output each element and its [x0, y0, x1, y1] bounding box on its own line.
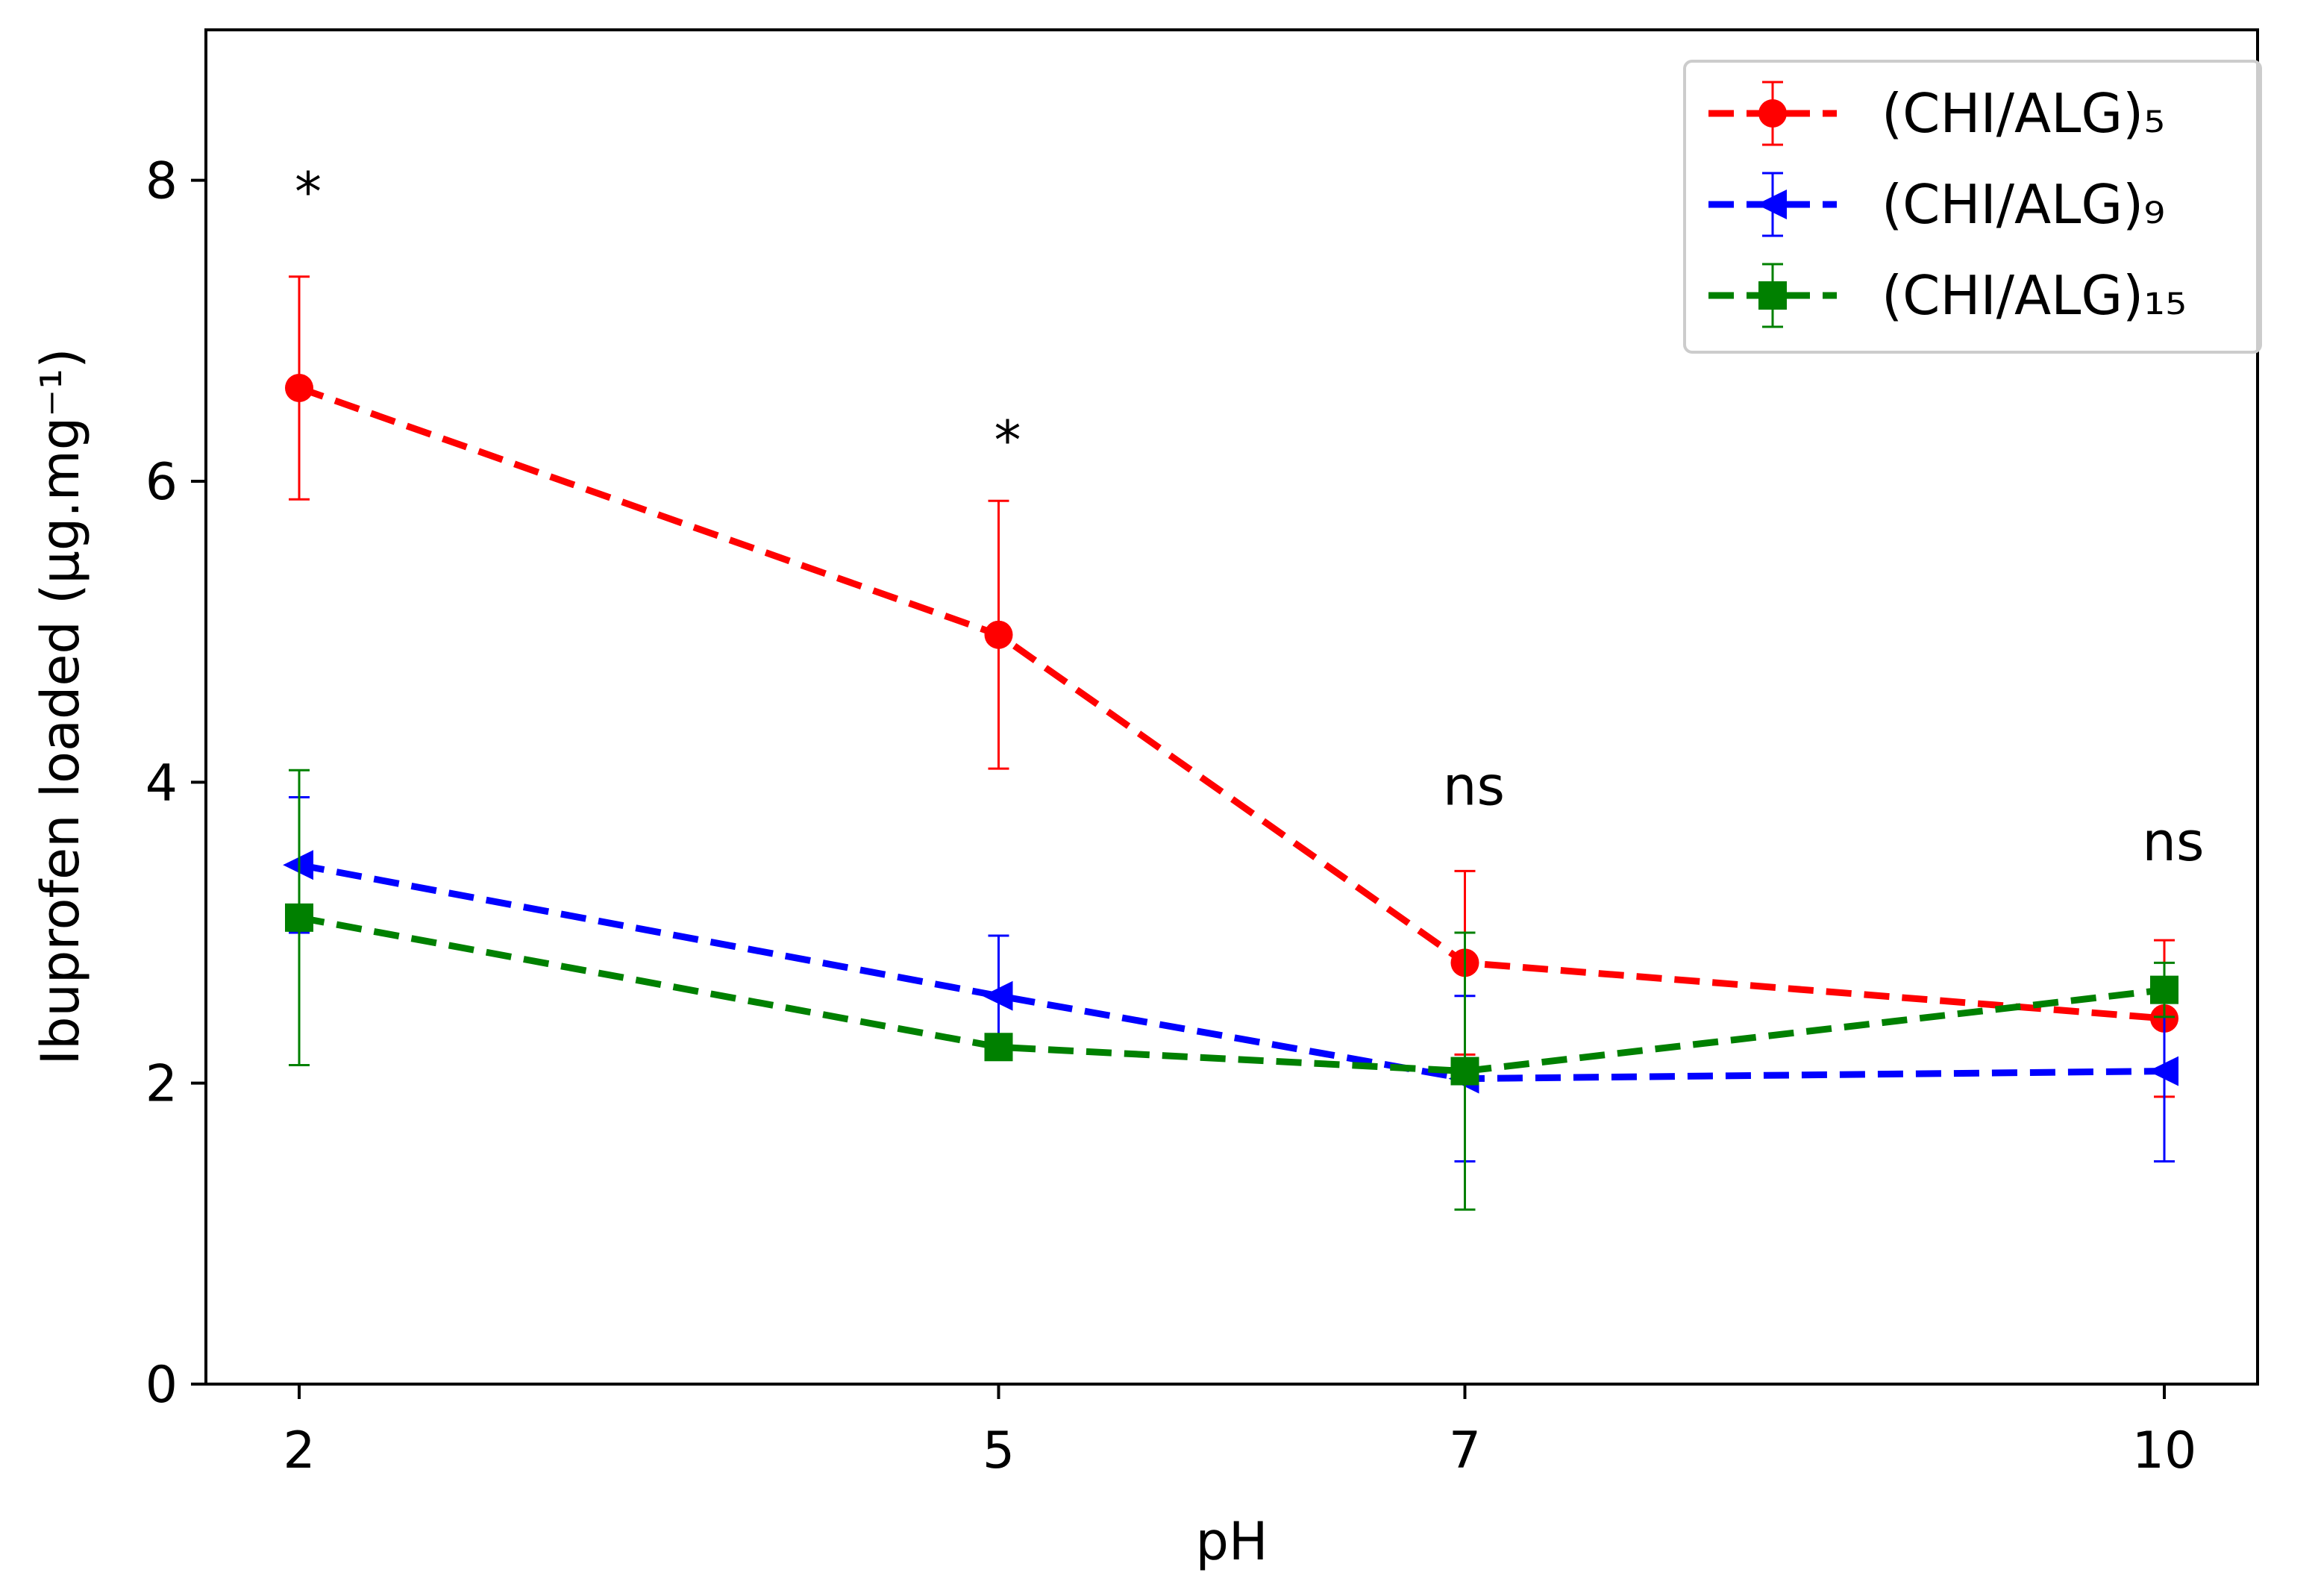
y-axis-label: Ibuprofen loaded (μg.mg⁻¹) — [30, 348, 91, 1065]
data-point — [982, 980, 1013, 1011]
legend-marker — [1756, 190, 1787, 219]
y-tick-label: 2 — [145, 1055, 178, 1114]
data-point — [2150, 975, 2178, 1004]
legend-label: (CHI/ALG)₁₅ — [1882, 264, 2187, 327]
plot-frame — [204, 28, 2259, 1386]
y-axis: 0 2 4 6 8 — [145, 152, 206, 1415]
significance-label: * — [295, 160, 322, 223]
x-axis-label: pH — [1195, 1511, 1268, 1572]
data-point — [285, 903, 313, 932]
y-tick-label: 0 — [145, 1356, 178, 1415]
x-tick-label: 2 — [283, 1421, 315, 1480]
legend-frame — [1683, 60, 2262, 354]
x-tick-label: 10 — [2132, 1421, 2197, 1480]
legend-label: (CHI/ALG)₉ — [1882, 173, 2165, 236]
legend-marker — [1758, 99, 1787, 128]
legend: (CHI/ALG)₅ (CHI/ALG)₉ (CHI/ALG)₁₅ — [1683, 60, 2262, 354]
legend-entry: (CHI/ALG)₉ — [1708, 172, 2165, 237]
series-3 — [285, 769, 2178, 1211]
series-line — [298, 861, 2165, 1083]
significance-label: ns — [2142, 810, 2204, 873]
data-point — [285, 373, 313, 402]
y-tick-label: 6 — [145, 453, 178, 512]
significance-label: ns — [1443, 755, 1505, 818]
legend-entry: (CHI/ALG)₁₅ — [1708, 263, 2187, 328]
x-tick-label: 5 — [983, 1421, 1015, 1480]
x-axis: 2 5 7 10 — [283, 1384, 2196, 1480]
data-point — [984, 620, 1013, 649]
data-point — [1450, 1057, 1479, 1086]
data-point — [984, 1033, 1013, 1062]
legend-label: (CHI/ALG)₅ — [1882, 82, 2165, 145]
data-point — [2148, 1056, 2178, 1086]
legend-entry: (CHI/ALG)₅ — [1708, 81, 2165, 146]
x-tick-label: 7 — [1449, 1421, 1481, 1480]
y-tick-label: 4 — [145, 754, 178, 813]
series-line — [298, 914, 2165, 1075]
series-layer — [283, 275, 2178, 1211]
annotation-layer: * * ns ns — [295, 160, 2205, 873]
y-tick-label: 8 — [145, 152, 178, 211]
significance-label: * — [994, 409, 1021, 472]
legend-marker — [1758, 281, 1787, 310]
